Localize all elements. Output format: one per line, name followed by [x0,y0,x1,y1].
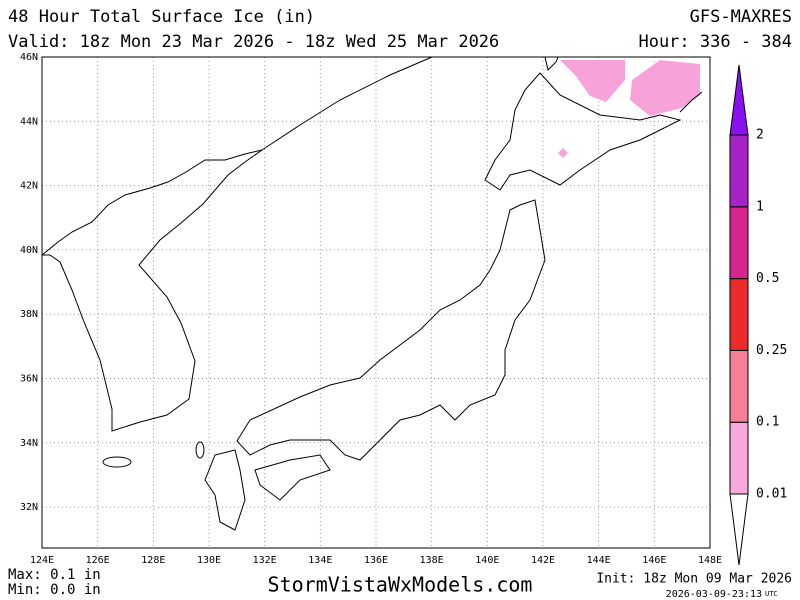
lon-label: 130E [197,555,221,566]
colorbar: 0.01 0.1 0.25 0.5 1 2 [729,64,787,566]
lon-label: 128E [141,555,165,566]
ice-patch [558,148,568,158]
lon-label: 132E [253,555,277,566]
island [102,456,132,468]
ice-patch [630,60,700,116]
lon-label: 138E [420,555,444,566]
ice-patch [560,60,625,102]
lon-label: 146E [642,555,666,566]
colorbar-label: 0.25 [756,343,787,358]
island [195,441,205,459]
map-frame [41,56,711,549]
coastline [679,91,703,113]
timezone: UTC [765,590,778,598]
colorbar-label: 0.5 [756,271,779,286]
colorbar-segment [729,349,749,423]
forecast-hour: Hour: 336 - 384 [638,32,792,52]
coastlines [41,56,703,531]
lon-label: 124E [30,555,54,566]
init-time: Init: 18z Mon 09 Mar 2026 [596,572,792,587]
model: GFS-MAXRES [690,7,792,27]
valid-time: Valid: 18z Mon 23 Mar 2026 - 18z Wed 25 … [8,32,499,52]
colorbar-over [729,64,749,136]
colorbar-label: 0.01 [756,487,787,502]
lon-label: 134E [308,555,332,566]
lat-label: 46N [20,52,38,63]
title: 48 Hour Total Surface Ice (in) [8,7,315,27]
colorbar-label: 2 [756,128,764,143]
lat-label: 34N [20,438,38,449]
coastline [236,199,546,461]
lat-label: 38N [20,309,38,320]
lon-label: 140E [475,555,499,566]
lat-label: 42N [20,181,38,192]
lon-label: 142E [531,555,555,566]
lon-label: 148E [698,555,722,566]
lon-label: 136E [364,555,388,566]
lon-label: 126E [86,555,110,566]
coastline [544,56,559,71]
site: StormVistaWxModels.com [268,573,533,597]
colorbar-label: 0.1 [756,415,779,430]
colorbar-segment [729,421,749,495]
grid: 46N 44N 42N 40N 38N 36N 34N 32N 124E 126E 128E 130E… [20,52,722,566]
max-value: Max: 0.1 in [8,567,101,583]
lat-label: 40N [20,245,38,256]
ice-field [558,60,700,158]
lat-label: 32N [20,502,38,513]
colorbar-label: 1 [756,199,764,214]
coastline [484,72,682,191]
lat-label: 36N [20,374,38,385]
coastline [41,149,263,256]
coastline [204,449,246,531]
lat-label: 44N [20,116,38,127]
min-value: Min: 0.0 in [8,582,101,598]
colorbar-segment [729,206,749,280]
lon-label: 144E [587,555,611,566]
colorbar-segment [729,134,749,208]
timestamp: 2026-03-09-23:13 [666,589,762,600]
coastline [254,454,331,501]
colorbar-segment [729,278,749,351]
